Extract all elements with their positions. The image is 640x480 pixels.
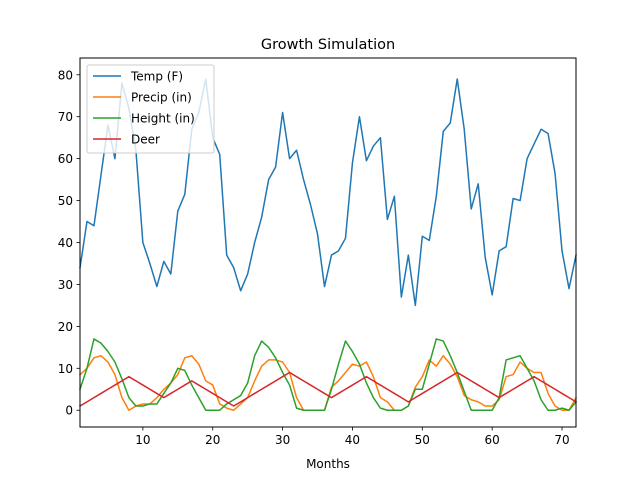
legend: Temp (F) Precip (in) Height (in) Deer bbox=[86, 64, 215, 154]
y-tick-label-0: 0 bbox=[65, 404, 73, 418]
y-tick-label-7: 70 bbox=[58, 110, 73, 124]
y-axis: 0 10 20 30 40 50 60 70 80 bbox=[58, 68, 80, 418]
x-tick-label-6: 70 bbox=[554, 433, 569, 447]
y-tick-label-8: 80 bbox=[58, 68, 73, 82]
x-tick-label-2: 30 bbox=[275, 433, 290, 447]
series-line-2 bbox=[79, 338, 578, 411]
x-tick-label-4: 50 bbox=[415, 433, 430, 447]
chart-title: Growth Simulation bbox=[261, 37, 395, 53]
y-tick-label-4: 40 bbox=[58, 236, 73, 250]
y-tick-label-1: 10 bbox=[58, 362, 73, 376]
x-tick-label-0: 10 bbox=[135, 433, 150, 447]
series-line-0 bbox=[79, 78, 577, 307]
x-tick-label-3: 40 bbox=[345, 433, 360, 447]
x-axis-label: Months bbox=[306, 457, 350, 471]
legend-label-1: Precip (in) bbox=[131, 91, 192, 105]
plot-lines bbox=[78, 78, 578, 411]
x-tick-label-5: 60 bbox=[485, 433, 500, 447]
legend-label-0: Temp (F) bbox=[130, 70, 183, 84]
y-tick-label-5: 50 bbox=[58, 194, 73, 208]
legend-box bbox=[86, 64, 215, 154]
legend-label-2: Height (in) bbox=[131, 112, 195, 126]
x-axis: 10 20 30 40 50 60 70 bbox=[135, 427, 570, 447]
x-tick-label-1: 20 bbox=[205, 433, 220, 447]
y-tick-label-6: 60 bbox=[58, 152, 73, 166]
y-tick-label-2: 20 bbox=[58, 320, 73, 334]
y-tick-label-3: 30 bbox=[58, 278, 73, 292]
legend-label-3: Deer bbox=[131, 133, 160, 147]
series-line-3 bbox=[78, 371, 578, 408]
